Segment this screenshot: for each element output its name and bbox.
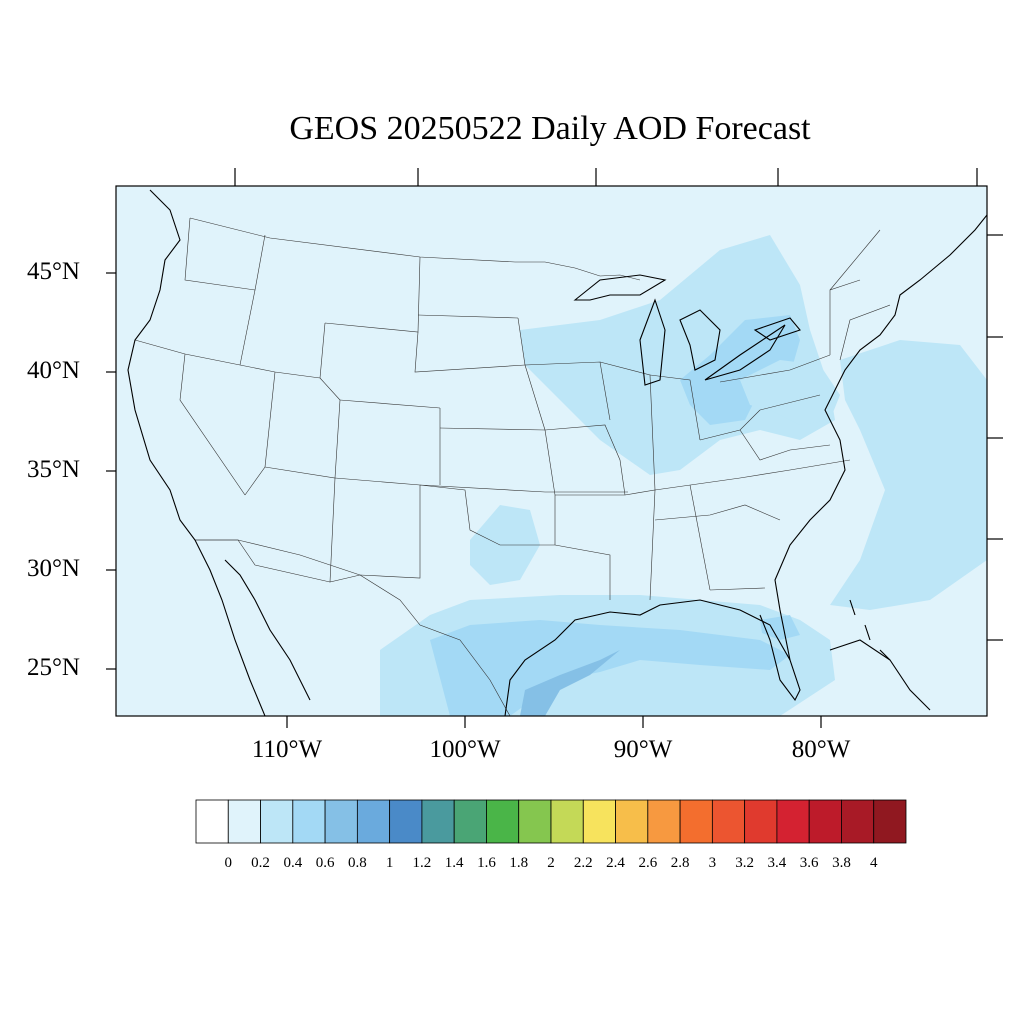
colorbar-swatch bbox=[808, 799, 842, 844]
colorbar-tick-label: 0.8 bbox=[347, 855, 367, 871]
colorbar-tick-label: 0 bbox=[224, 855, 233, 871]
lon-label-90w: 90°W bbox=[613, 736, 673, 763]
colorbar-swatch bbox=[486, 799, 520, 844]
lat-label-35: 35°N bbox=[26, 456, 80, 483]
colorbar-tick-label: 0.4 bbox=[283, 855, 303, 871]
colorbar-swatch bbox=[356, 799, 391, 844]
bahamas bbox=[849, 599, 891, 661]
pacific-coast bbox=[127, 189, 266, 716]
map-frame bbox=[115, 185, 988, 717]
colorbar-tick-label: 1.8 bbox=[509, 855, 529, 871]
lon-label-100w: 100°W bbox=[429, 736, 501, 763]
colorbar-tick-label: 0.2 bbox=[251, 855, 270, 871]
colorbar-tick-label: 2.4 bbox=[606, 855, 625, 871]
colorbar-swatch bbox=[711, 799, 746, 844]
colorbar-tick-label: 1 bbox=[385, 855, 394, 871]
aod-patch-great-lakes bbox=[520, 235, 835, 475]
colorbar-tick-label: 2 bbox=[547, 855, 555, 871]
colorbar-tick-label: 2.2 bbox=[573, 855, 593, 871]
colorbar-tick-label: 1.2 bbox=[412, 855, 432, 871]
aod-patch-florida-keys bbox=[760, 615, 800, 640]
colorbar-swatch bbox=[582, 799, 616, 844]
colorbar-tick-label: 3.4 bbox=[767, 855, 787, 871]
colorbar-tick-label: 3.6 bbox=[799, 855, 819, 871]
colorbar-swatch bbox=[292, 799, 326, 844]
aod-field bbox=[380, 235, 987, 716]
state-boundaries bbox=[134, 217, 891, 716]
lat-label-45: 45°N bbox=[26, 258, 80, 285]
colorbar-swatch bbox=[776, 799, 810, 844]
baja-coast bbox=[224, 559, 311, 701]
colorbar-tick-label: 3 bbox=[708, 855, 717, 871]
colorbar bbox=[195, 799, 907, 844]
colorbar-tick-label: 2.8 bbox=[670, 855, 690, 871]
colorbar-tick-label: 2.6 bbox=[638, 855, 658, 871]
lat-label-40: 40°N bbox=[26, 357, 80, 384]
aod-patch-texas-coast bbox=[520, 650, 620, 716]
colorbar-swatch bbox=[324, 799, 358, 844]
colorbar-swatch bbox=[518, 799, 552, 844]
colorbar-swatch bbox=[550, 799, 584, 844]
colorbar-tick-label: 1.6 bbox=[477, 855, 496, 871]
great-lakes bbox=[573, 274, 801, 386]
colorbar-swatch bbox=[744, 799, 778, 844]
colorbar-swatch bbox=[647, 799, 681, 844]
map-ticks bbox=[106, 168, 1003, 728]
colorbar-swatch bbox=[421, 799, 455, 844]
colorbar-swatch bbox=[615, 799, 649, 844]
lat-label-30: 30°N bbox=[26, 555, 80, 582]
coastlines bbox=[127, 189, 987, 716]
colorbar-tick-label: 3.2 bbox=[735, 855, 754, 871]
map-title: GEOS 20250522 Daily AOD Forecast bbox=[289, 110, 811, 147]
colorbar-tick-label: 0.6 bbox=[315, 855, 335, 871]
colorbar-swatch bbox=[195, 799, 229, 844]
colorbar-swatch bbox=[873, 799, 907, 844]
atlantic-coast bbox=[774, 214, 987, 661]
aod-patch-western-atlantic bbox=[830, 340, 987, 610]
colorbar-swatch bbox=[453, 799, 487, 844]
lat-label-25: 25°N bbox=[26, 654, 80, 681]
colorbar-swatch bbox=[260, 799, 294, 844]
colorbar-swatch bbox=[227, 799, 261, 844]
colorbar-tick-label: 3.8 bbox=[832, 855, 851, 871]
colorbar-swatch bbox=[679, 799, 713, 844]
colorbar-tick-label: 1.4 bbox=[444, 855, 464, 871]
colorbar-swatch bbox=[841, 799, 875, 844]
colorbar-tick-label: 4 bbox=[869, 855, 878, 871]
gulf-coast bbox=[504, 599, 801, 716]
lon-label-110w: 110°W bbox=[251, 736, 323, 763]
colorbar-swatch bbox=[389, 799, 423, 844]
lon-label-80w: 80°W bbox=[791, 736, 851, 763]
aod-patch-northwest-gulf bbox=[430, 620, 790, 716]
